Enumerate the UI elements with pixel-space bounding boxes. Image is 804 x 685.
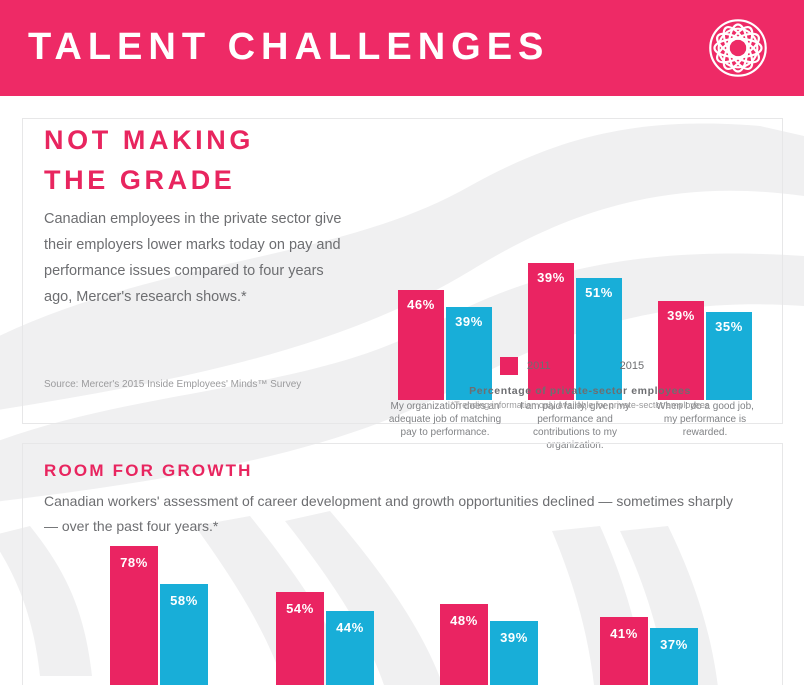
category-label: When I do a good job, my performance is … [656, 401, 754, 438]
bar-value-label: 54% [286, 601, 314, 616]
section-one-headline-line2: THE GRADE [44, 165, 236, 195]
bar-2011: 48% [440, 604, 488, 685]
chart-footnote: *Trending information only available for… [450, 400, 710, 410]
bar-value-label: 39% [667, 308, 695, 323]
page-body: NOT MAKING THE GRADE Canadian employees … [0, 96, 804, 685]
bar-value-label: 37% [660, 637, 688, 652]
legend-label-2015: 2015 [619, 360, 645, 372]
section-one-source-line: Source: Mercer's 2015 Inside Employees' … [44, 379, 302, 390]
legend-swatch-pink [500, 357, 518, 375]
bar-2011: 54% [276, 592, 324, 685]
chart-axis-note: Percentage of private-sector employees [469, 385, 691, 397]
bar-2015: 35% [706, 312, 752, 400]
legend-item-2011: 2011 [500, 357, 551, 375]
section-two-headline: ROOM FOR GROWTH [44, 461, 253, 480]
bar-value-label: 39% [500, 630, 528, 645]
legend-label-2011: 2011 [527, 360, 551, 372]
bar-2015: 44% [326, 611, 374, 685]
bar-value-label: 41% [610, 626, 638, 641]
page-title: TALENT CHALLENGES [28, 26, 550, 68]
bar-value-label: 39% [455, 314, 483, 329]
card-not-making-the-grade [22, 118, 783, 424]
legend-swatch-blue [592, 357, 611, 375]
bar-value-label: 35% [715, 319, 743, 334]
chart-room-for-growth: 78% 58% 54% 44% 48% 39% 41% [44, 546, 764, 685]
bar-group: 39% 35% When I do a good job, my perform… [656, 204, 754, 438]
bar-2015: 39% [446, 307, 492, 400]
bar-2015: 51% [576, 278, 622, 400]
bar-value-label: 78% [120, 555, 148, 570]
legend-item-2015: 2015 [592, 357, 645, 375]
section-two-body-text: Canadian workers' assessment of career d… [44, 493, 734, 534]
bar-group: 46% 39% My organization does an adequate… [389, 204, 501, 438]
bar-group: 39% 51% I am paid fairly, given my perfo… [520, 204, 630, 451]
mercer-ring-logo [709, 19, 767, 77]
chart-legend: 2011 2015 [500, 357, 644, 375]
card-room-for-growth [22, 443, 783, 685]
bar-2011: 39% [658, 301, 704, 400]
section-one-body-text: Canadian employees in the private sector… [44, 211, 342, 305]
category-label: I am paid fairly, given my performance a… [520, 401, 630, 451]
bar-2011: 78% [110, 546, 158, 685]
bar-value-label: 58% [170, 593, 198, 608]
section-one-headline-line1: NOT MAKING [44, 125, 254, 155]
bar-value-label: 39% [537, 270, 565, 285]
bar-2011: 41% [600, 617, 648, 685]
category-label: My organization does an adequate job of … [388, 401, 502, 438]
bar-value-label: 46% [407, 297, 435, 312]
bar-value-label: 51% [585, 285, 613, 300]
bar-2015: 37% [650, 628, 698, 685]
bar-2015: 39% [490, 621, 538, 685]
bar-value-label: 48% [450, 613, 478, 628]
section-one-headline: NOT MAKING THE GRADE [44, 120, 374, 200]
chart-not-making-the-grade: 46% 39% My organization does an adequate… [380, 120, 780, 451]
bar-2011: 39% [528, 263, 574, 400]
bar-2015: 58% [160, 584, 208, 685]
bar-value-label: 44% [336, 620, 364, 635]
bar-2011: 46% [398, 290, 444, 400]
page-header: TALENT CHALLENGES [0, 0, 804, 96]
